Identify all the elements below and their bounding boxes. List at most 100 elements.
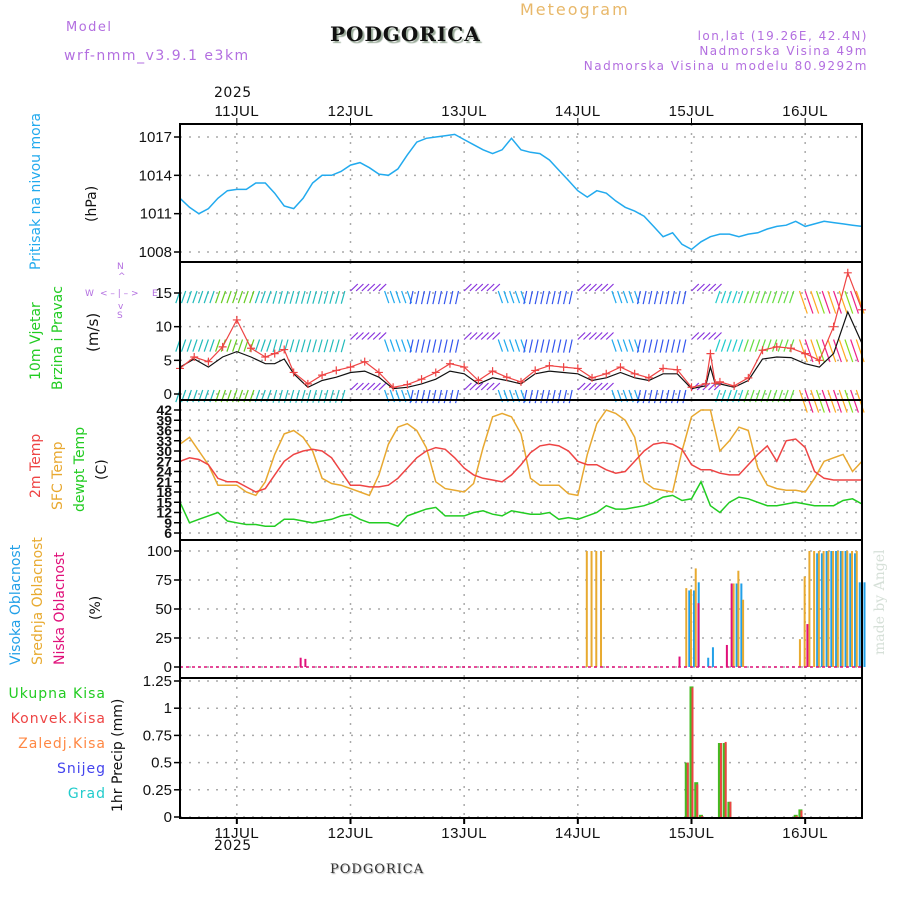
wind-barb (676, 290, 681, 305)
wind-barb (455, 389, 460, 404)
wind-barb (583, 382, 592, 391)
wind-barb (329, 290, 335, 304)
cloud-bar-high (858, 582, 861, 667)
wind-barb (642, 389, 647, 404)
wind-barb (475, 382, 484, 391)
cloud-bar-low (299, 657, 302, 667)
gust-marker (559, 363, 568, 372)
wind-barb (622, 339, 629, 352)
gust-marker (673, 365, 682, 374)
cloud-bar-mid (851, 551, 854, 667)
y-tick-label: 75 (155, 572, 172, 589)
pressure-line (179, 133, 863, 251)
wind-barb (361, 332, 370, 340)
cloud-bar-mid (808, 551, 811, 667)
wind-barb (384, 339, 390, 352)
cloud-bar-high (830, 551, 833, 667)
wind-barb (563, 339, 568, 353)
cloud-bar-mid (827, 551, 830, 667)
cloud-bar-high (693, 590, 695, 667)
wind-barb (475, 283, 484, 292)
cloud-bar-mid (694, 568, 697, 667)
gust-marker (758, 346, 767, 355)
wind-barb (648, 389, 653, 404)
wind-barb (568, 389, 573, 404)
cloud-bar-high (844, 551, 847, 667)
tick-label-layer: 1008101110141017051015691215182124273033… (139, 103, 828, 842)
wind-barb (594, 283, 603, 292)
wind-barb (266, 290, 272, 304)
y-tick-label: 10 (155, 319, 172, 336)
y-tick-label: 24 (156, 464, 172, 480)
wind-barb (534, 339, 539, 353)
wind-barb (401, 290, 407, 304)
wind-barb (272, 290, 278, 304)
wind-barb (720, 290, 727, 304)
compass-e: E (152, 289, 158, 299)
wind-barb (737, 339, 744, 352)
cloud-bar-low (678, 656, 681, 667)
wind-barb (480, 283, 489, 292)
wind-barb (384, 290, 390, 304)
wind-barb (659, 290, 664, 305)
y-tick-label: 42 (156, 402, 172, 418)
y-tick-label: 1014 (139, 167, 172, 184)
wind-barb (600, 283, 609, 292)
wind-barb (437, 290, 443, 305)
wind-barb (415, 339, 420, 353)
wind-barb (850, 290, 860, 314)
wind-barb (367, 332, 376, 340)
wind-barb (611, 290, 617, 304)
top-year-label: 2025 (214, 85, 252, 101)
precip-bar-conv (700, 815, 703, 817)
wind-barb (766, 339, 772, 352)
compass-w: W (85, 289, 94, 299)
wind-barb (708, 283, 717, 292)
wind-barb (659, 389, 664, 404)
wind-barb (682, 339, 687, 353)
wind-barb (367, 382, 376, 391)
gust-marker (374, 368, 383, 377)
wind-barb (409, 290, 414, 305)
cloud-bar-high (863, 582, 866, 667)
wind-barb (355, 332, 364, 340)
wind-barb (838, 389, 848, 413)
wind-barb (283, 290, 289, 304)
compass-we-arrows: < – | – > (100, 289, 139, 299)
model-label: Model (66, 20, 113, 35)
wind-barb (203, 339, 209, 352)
wind-barb (378, 283, 387, 292)
wind-barb (605, 382, 614, 391)
y-tick-label: 0 (164, 659, 172, 676)
gust-marker (687, 383, 696, 392)
wind-barb (486, 382, 495, 391)
wind-barb (636, 290, 641, 305)
wind-barb (289, 290, 295, 304)
y-tick-label: 1017 (139, 129, 172, 146)
wind-barb (203, 290, 209, 304)
wind-barb (583, 283, 592, 292)
gust-marker (389, 383, 398, 392)
wind-barb (833, 339, 842, 363)
wind-barb (209, 339, 215, 352)
grid-layer (180, 124, 862, 818)
y-tick-label: 100 (147, 543, 172, 560)
gust-marker (289, 368, 298, 377)
cloud-bar-mid (836, 551, 839, 667)
frame-layer (174, 118, 863, 824)
wind-barb (180, 290, 187, 304)
y-tick-label: 0.75 (143, 727, 172, 744)
wind-barb (361, 283, 370, 292)
wind-barb (810, 389, 820, 413)
wind-barb (653, 339, 658, 353)
wind-barb (653, 389, 658, 404)
x-tick-label-bottom: 16JUL (782, 825, 828, 842)
wind-barb (389, 339, 396, 352)
wind-barb (254, 290, 261, 304)
wind-barb (540, 339, 545, 353)
cloud-bar-low (725, 644, 728, 667)
cloud-bar-mid (817, 551, 820, 667)
wind-barb (670, 339, 676, 353)
gust-marker (744, 373, 753, 382)
y-tick-label: 6 (164, 525, 172, 541)
